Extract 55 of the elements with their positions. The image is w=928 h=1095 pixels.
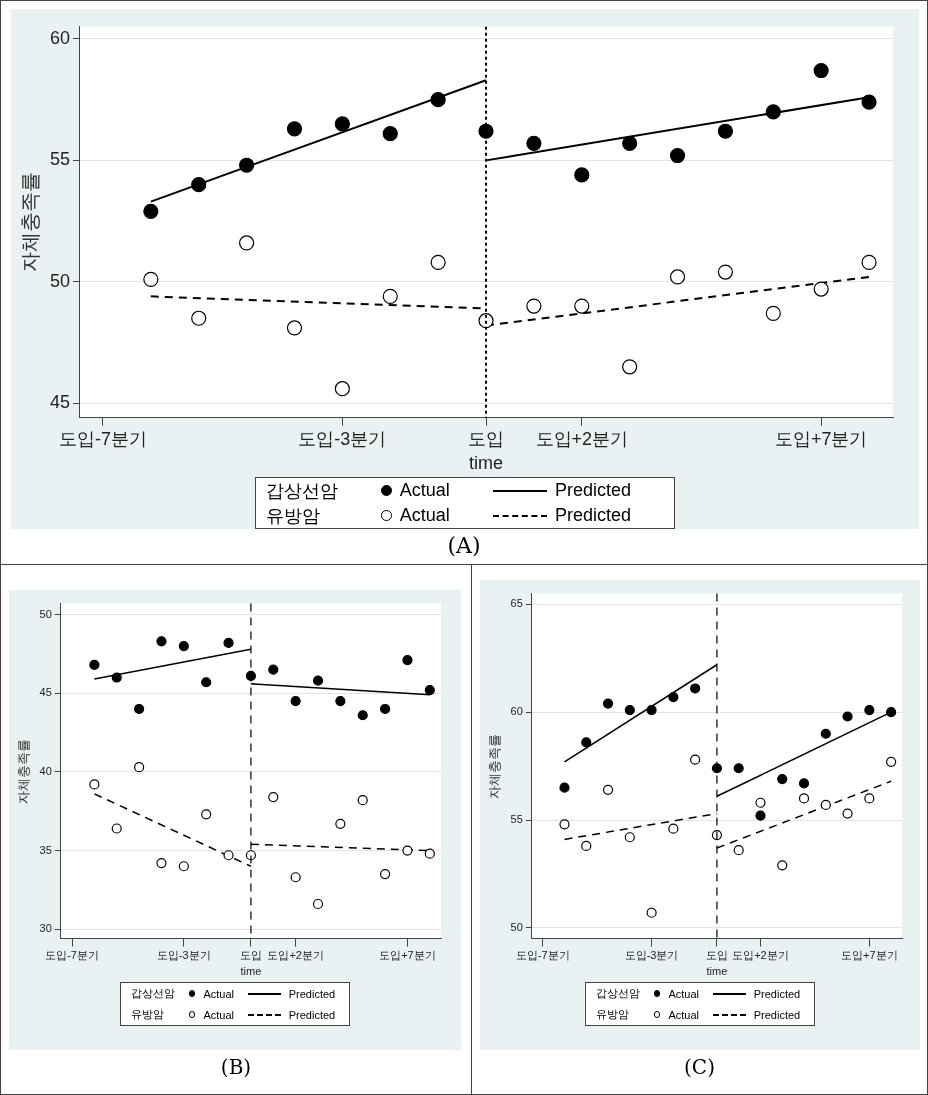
x-axis-title: time <box>240 965 262 978</box>
legend-label: Predicted <box>753 987 801 1000</box>
y-axis-title: 자체충족률 <box>18 172 41 273</box>
y-tick-label: 65 <box>510 597 523 610</box>
x-tick-label: 도입 <box>239 949 262 962</box>
legend-label: Predicted <box>288 987 336 1000</box>
text: 갑상선암 <box>131 986 176 1001</box>
x-tick-label: 도입 <box>705 949 728 962</box>
y-tick-label: 50 <box>510 920 523 933</box>
y-axis-title: 자체충족률 <box>16 738 32 804</box>
text: 유방암 <box>266 504 321 528</box>
y-tick-label: 35 <box>39 843 52 856</box>
y-tick-label: 60 <box>49 27 71 48</box>
legend-label: Predicted <box>554 505 631 526</box>
legend-label: Actual <box>668 987 699 1000</box>
legend-label: Predicted <box>288 1008 336 1021</box>
legend-label: Actual <box>203 1008 234 1021</box>
legend-label: Actual <box>203 987 234 1000</box>
text: (B) <box>219 1055 253 1079</box>
legend-label: Actual <box>399 505 450 526</box>
legend-label: Predicted <box>554 480 631 501</box>
y-tick-label: 50 <box>49 270 71 291</box>
text: 갑상선암 <box>596 986 641 1001</box>
y-tick-label: 45 <box>39 686 52 699</box>
text: 유방암 <box>596 1007 630 1022</box>
text: (C) <box>683 1055 716 1079</box>
x-tick-label: 도입+2분기 <box>732 949 789 962</box>
x-tick-label: 도입-3분기 <box>624 949 679 962</box>
legend-label: Predicted <box>753 1008 801 1021</box>
x-tick-label: 도입-7분기 <box>45 949 99 962</box>
y-axis-title: 자체충족률 <box>487 733 503 799</box>
x-tick-label: 도입+2분기 <box>535 428 629 449</box>
text: 유방암 <box>131 1007 165 1022</box>
x-tick-label: 도입+7분기 <box>379 949 436 962</box>
x-axis-title: time <box>469 453 504 474</box>
y-tick-label: 60 <box>510 705 523 718</box>
x-tick-label: 도입 <box>468 428 505 449</box>
x-tick-label: 도입-3분기 <box>156 949 211 962</box>
legend-label: Actual <box>668 1008 699 1021</box>
y-tick-label: 30 <box>39 922 52 935</box>
x-tick-label: 도입+2분기 <box>267 949 324 962</box>
y-tick-label: 45 <box>49 392 71 413</box>
y-tick-label: 40 <box>39 764 52 777</box>
x-tick-label: 도입-3분기 <box>298 428 387 449</box>
x-tick-label: 도입-7분기 <box>515 949 570 962</box>
text: (A) <box>446 533 482 558</box>
y-tick-label: 55 <box>49 149 71 170</box>
y-tick-label: 50 <box>39 607 52 620</box>
y-tick-label: 55 <box>510 813 523 826</box>
x-axis-title: time <box>706 965 728 978</box>
x-tick-label: 도입+7분기 <box>841 949 898 962</box>
x-tick-label: 도입-7분기 <box>58 428 147 449</box>
legend-label: Actual <box>399 480 450 501</box>
text: 갑상선암 <box>266 479 339 503</box>
x-tick-label: 도입+7분기 <box>774 428 868 449</box>
